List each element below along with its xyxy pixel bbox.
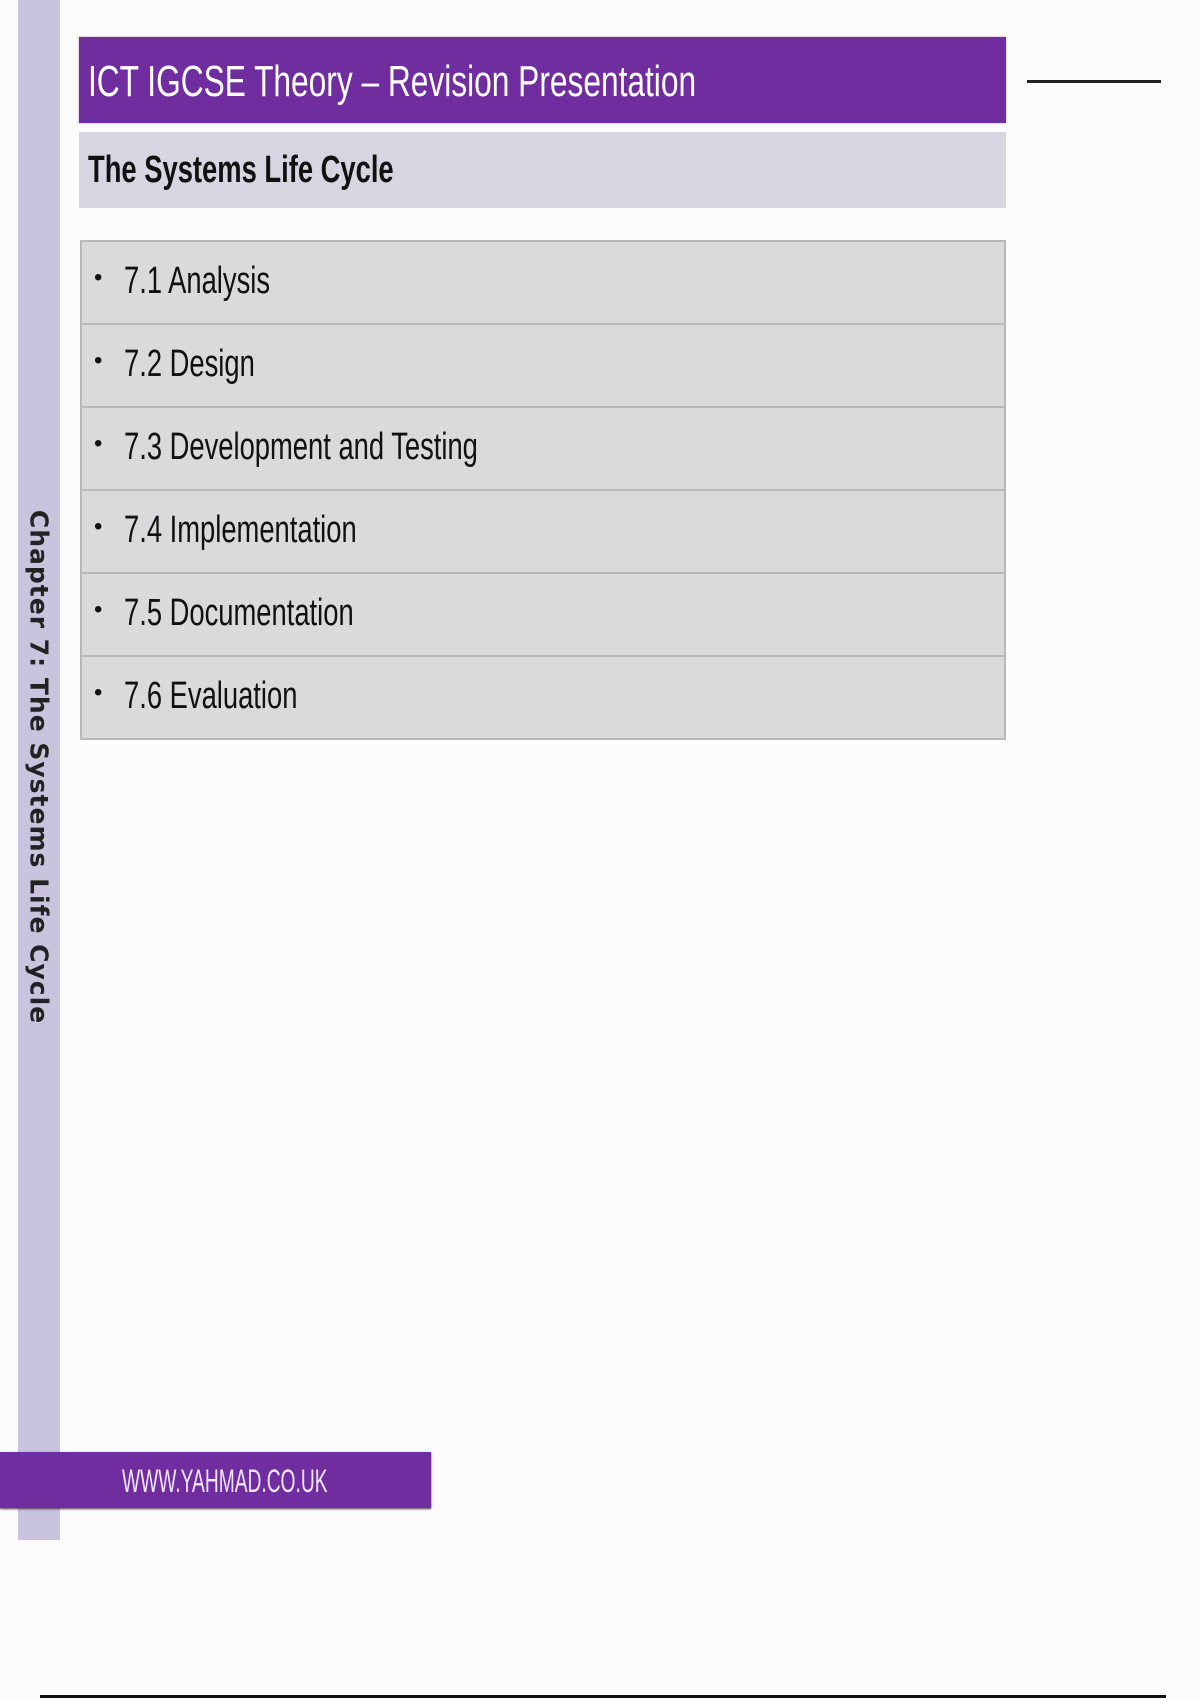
list-item: • 7.3 Development and Testing — [82, 408, 1004, 491]
sidebar-strip — [18, 0, 60, 1540]
topic-label: 7.4 Implementation — [124, 509, 357, 551]
list-item: • 7.5 Documentation — [82, 574, 1004, 657]
topic-list: • 7.1 Analysis • 7.2 Design • 7.3 Developme… — [80, 240, 1006, 740]
subtitle-banner: The Systems Life Cycle — [79, 132, 1006, 208]
bullet-icon: • — [94, 513, 103, 540]
list-item: • 7.4 Implementation — [82, 491, 1004, 574]
bullet-icon: • — [94, 264, 103, 291]
topic-label: 7.5 Documentation — [124, 592, 354, 634]
topic-label: 7.3 Development and Testing — [124, 426, 478, 468]
topic-label: 7.2 Design — [124, 343, 255, 385]
footer-banner: WWW.YAHMAD.CO.UK — [0, 1452, 431, 1508]
list-item: • 7.2 Design — [82, 325, 1004, 408]
page-subtitle: The Systems Life Cycle — [88, 149, 394, 191]
divider — [1027, 80, 1161, 83]
bottom-divider — [40, 1695, 1166, 1698]
list-item: • 7.6 Evaluation — [82, 657, 1004, 740]
topic-label: 7.6 Evaluation — [124, 675, 298, 717]
bullet-icon: • — [94, 679, 103, 706]
list-item: • 7.1 Analysis — [82, 242, 1004, 325]
page-title: ICT IGCSE Theory – Revision Presentation — [88, 57, 697, 106]
chapter-label: Chapter 7: The Systems Life Cycle — [24, 509, 54, 1025]
website-label: WWW.YAHMAD.CO.UK — [122, 1463, 328, 1499]
topic-label: 7.1 Analysis — [124, 260, 271, 302]
bullet-icon: • — [94, 596, 103, 623]
bullet-icon: • — [94, 430, 103, 457]
bullet-icon: • — [94, 347, 103, 374]
title-banner: ICT IGCSE Theory – Revision Presentation — [79, 37, 1006, 123]
